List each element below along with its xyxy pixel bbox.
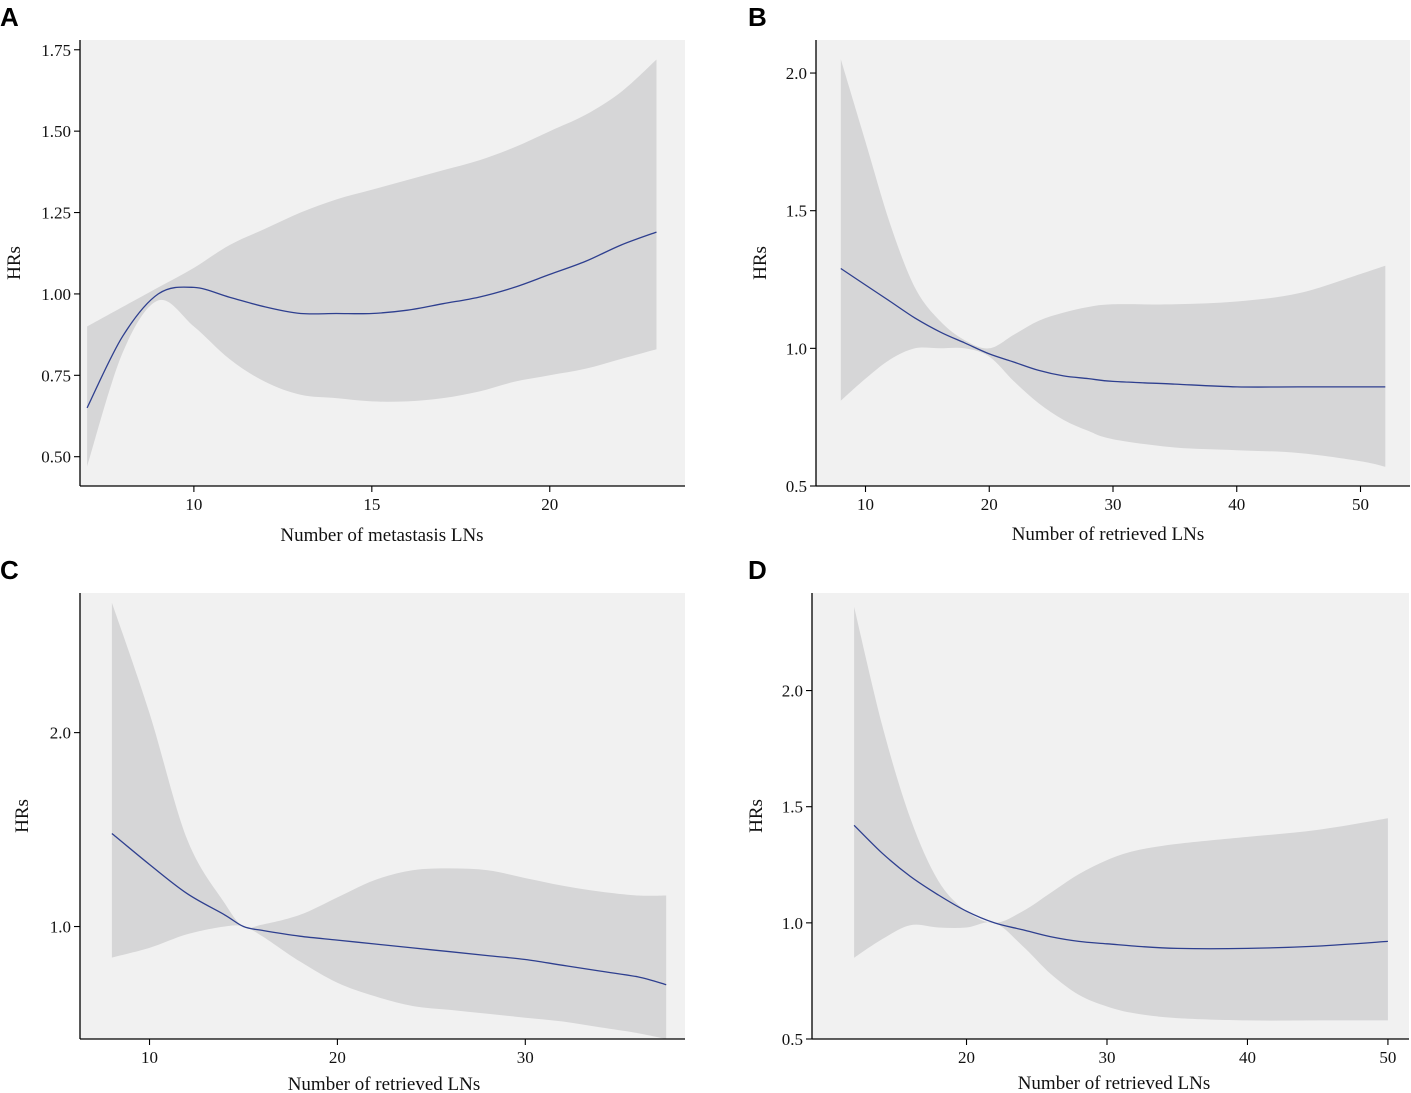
panel-a-y-tick-label: 1.50 <box>41 122 71 141</box>
panel-c-y-axis-title: HRs <box>12 799 33 833</box>
panel-b-y-tick-label: 2.0 <box>786 64 807 83</box>
panel-b-y-axis-title: HRs <box>750 246 771 280</box>
panel-b: B 10 20 30 40 50 0.5 1.0 1.5 2.0 Number of retr… <box>748 2 1410 545</box>
panel-d-hr-curve <box>853 824 1388 950</box>
panel-a-y-tick-label: 0.75 <box>41 366 71 385</box>
panel-b-x-tick-label: 40 <box>1228 495 1245 514</box>
panel-a-confidence-band <box>87 59 657 467</box>
panel-b-x-tick-label: 20 <box>981 495 998 514</box>
panel-a-y-tick-label: 1.75 <box>41 41 71 60</box>
panel-b-y-tick-label: 0.5 <box>786 477 807 496</box>
panel-c-x-tick-label: 20 <box>329 1048 346 1067</box>
panel-a-x-ticks: 10 15 20 <box>185 486 558 514</box>
panel-d-x-ticks: 20 30 40 50 <box>958 1039 1396 1067</box>
panel-d-y-axis-title: HRs <box>746 799 767 833</box>
panel-a-hr-curve <box>86 231 657 409</box>
panel-c-y-tick-label: 2.0 <box>50 724 71 743</box>
panel-d-y-tick-label: 1.5 <box>782 798 803 817</box>
panel-d-y-tick-label: 0.5 <box>782 1030 803 1049</box>
panel-d-y-tick-label: 2.0 <box>782 682 803 701</box>
panel-b-x-axis-title: Number of retrieved LNs <box>1012 524 1205 545</box>
panel-c-label: C <box>0 555 19 585</box>
panel-c-x-ticks: 10 20 30 <box>141 1039 534 1067</box>
panel-c: C 10 20 30 1.02.0 Number of retrieved LNs … <box>0 555 685 1093</box>
panel-b-x-tick-label: 10 <box>857 495 874 514</box>
panel-a-label: A <box>0 2 19 32</box>
panel-d-x-tick-label: 50 <box>1379 1048 1396 1067</box>
panel-c-y-tick-label: 1.0 <box>50 918 71 937</box>
panel-c-confidence-band <box>111 602 667 1039</box>
panel-d-y-tick-label: 1.0 <box>782 914 803 933</box>
panel-c-hr-curve <box>111 832 667 986</box>
panel-a-x-tick-label: 15 <box>363 495 380 514</box>
panel-b-y-ticks: 0.5 1.0 1.5 2.0 <box>786 64 816 496</box>
panel-d-y-ticks: 0.5 1.0 1.5 2.0 <box>782 682 812 1049</box>
panel-a: A 10 15 20 0.50 0.75 1.00 1.25 1.50 1.75 Number… <box>0 2 685 546</box>
panel-a-y-tick-label: 0.50 <box>41 448 71 467</box>
panel-c-x-tick-label: 10 <box>141 1048 158 1067</box>
panel-b-y-tick-label: 1.0 <box>786 339 807 358</box>
panel-d-x-axis-title: Number of retrieved LNs <box>1018 1073 1211 1093</box>
panel-b-hr-curve <box>840 267 1386 388</box>
panel-d-label: D <box>748 555 767 585</box>
panel-a-y-tick-label: 1.25 <box>41 204 71 223</box>
panel-a-y-tick-label: 1.00 <box>41 285 71 304</box>
panel-c-x-axis-title: Number of retrieved LNs <box>288 1074 481 1093</box>
panel-d-x-tick-label: 40 <box>1239 1048 1256 1067</box>
panel-b-confidence-band <box>840 59 1386 467</box>
panel-a-x-tick-label: 10 <box>185 495 202 514</box>
panel-b-x-tick-label: 50 <box>1352 495 1369 514</box>
panel-c-x-tick-label: 30 <box>517 1048 534 1067</box>
panel-d-x-tick-label: 20 <box>958 1048 975 1067</box>
panel-a-x-tick-label: 20 <box>541 495 558 514</box>
panel-a-x-axis-title: Number of metastasis LNs <box>280 525 483 546</box>
panel-a-y-axis-title: HRs <box>4 246 25 280</box>
panel-b-x-tick-label: 30 <box>1105 495 1122 514</box>
panel-a-y-ticks: 0.50 0.75 1.00 1.25 1.50 1.75 <box>41 41 80 467</box>
panel-d-confidence-band <box>854 606 1388 1021</box>
panel-d: D 20 30 40 50 0.5 1.0 1.5 2.0 Number of retrie… <box>746 555 1409 1093</box>
panel-b-y-tick-label: 1.5 <box>786 202 807 221</box>
panel-c-y-ticks: 1.0 2.0 <box>50 724 80 937</box>
panel-b-x-ticks: 10 20 30 40 50 <box>857 486 1369 514</box>
panel-d-x-tick-label: 30 <box>1098 1048 1115 1067</box>
panel-b-label: B <box>748 2 767 32</box>
